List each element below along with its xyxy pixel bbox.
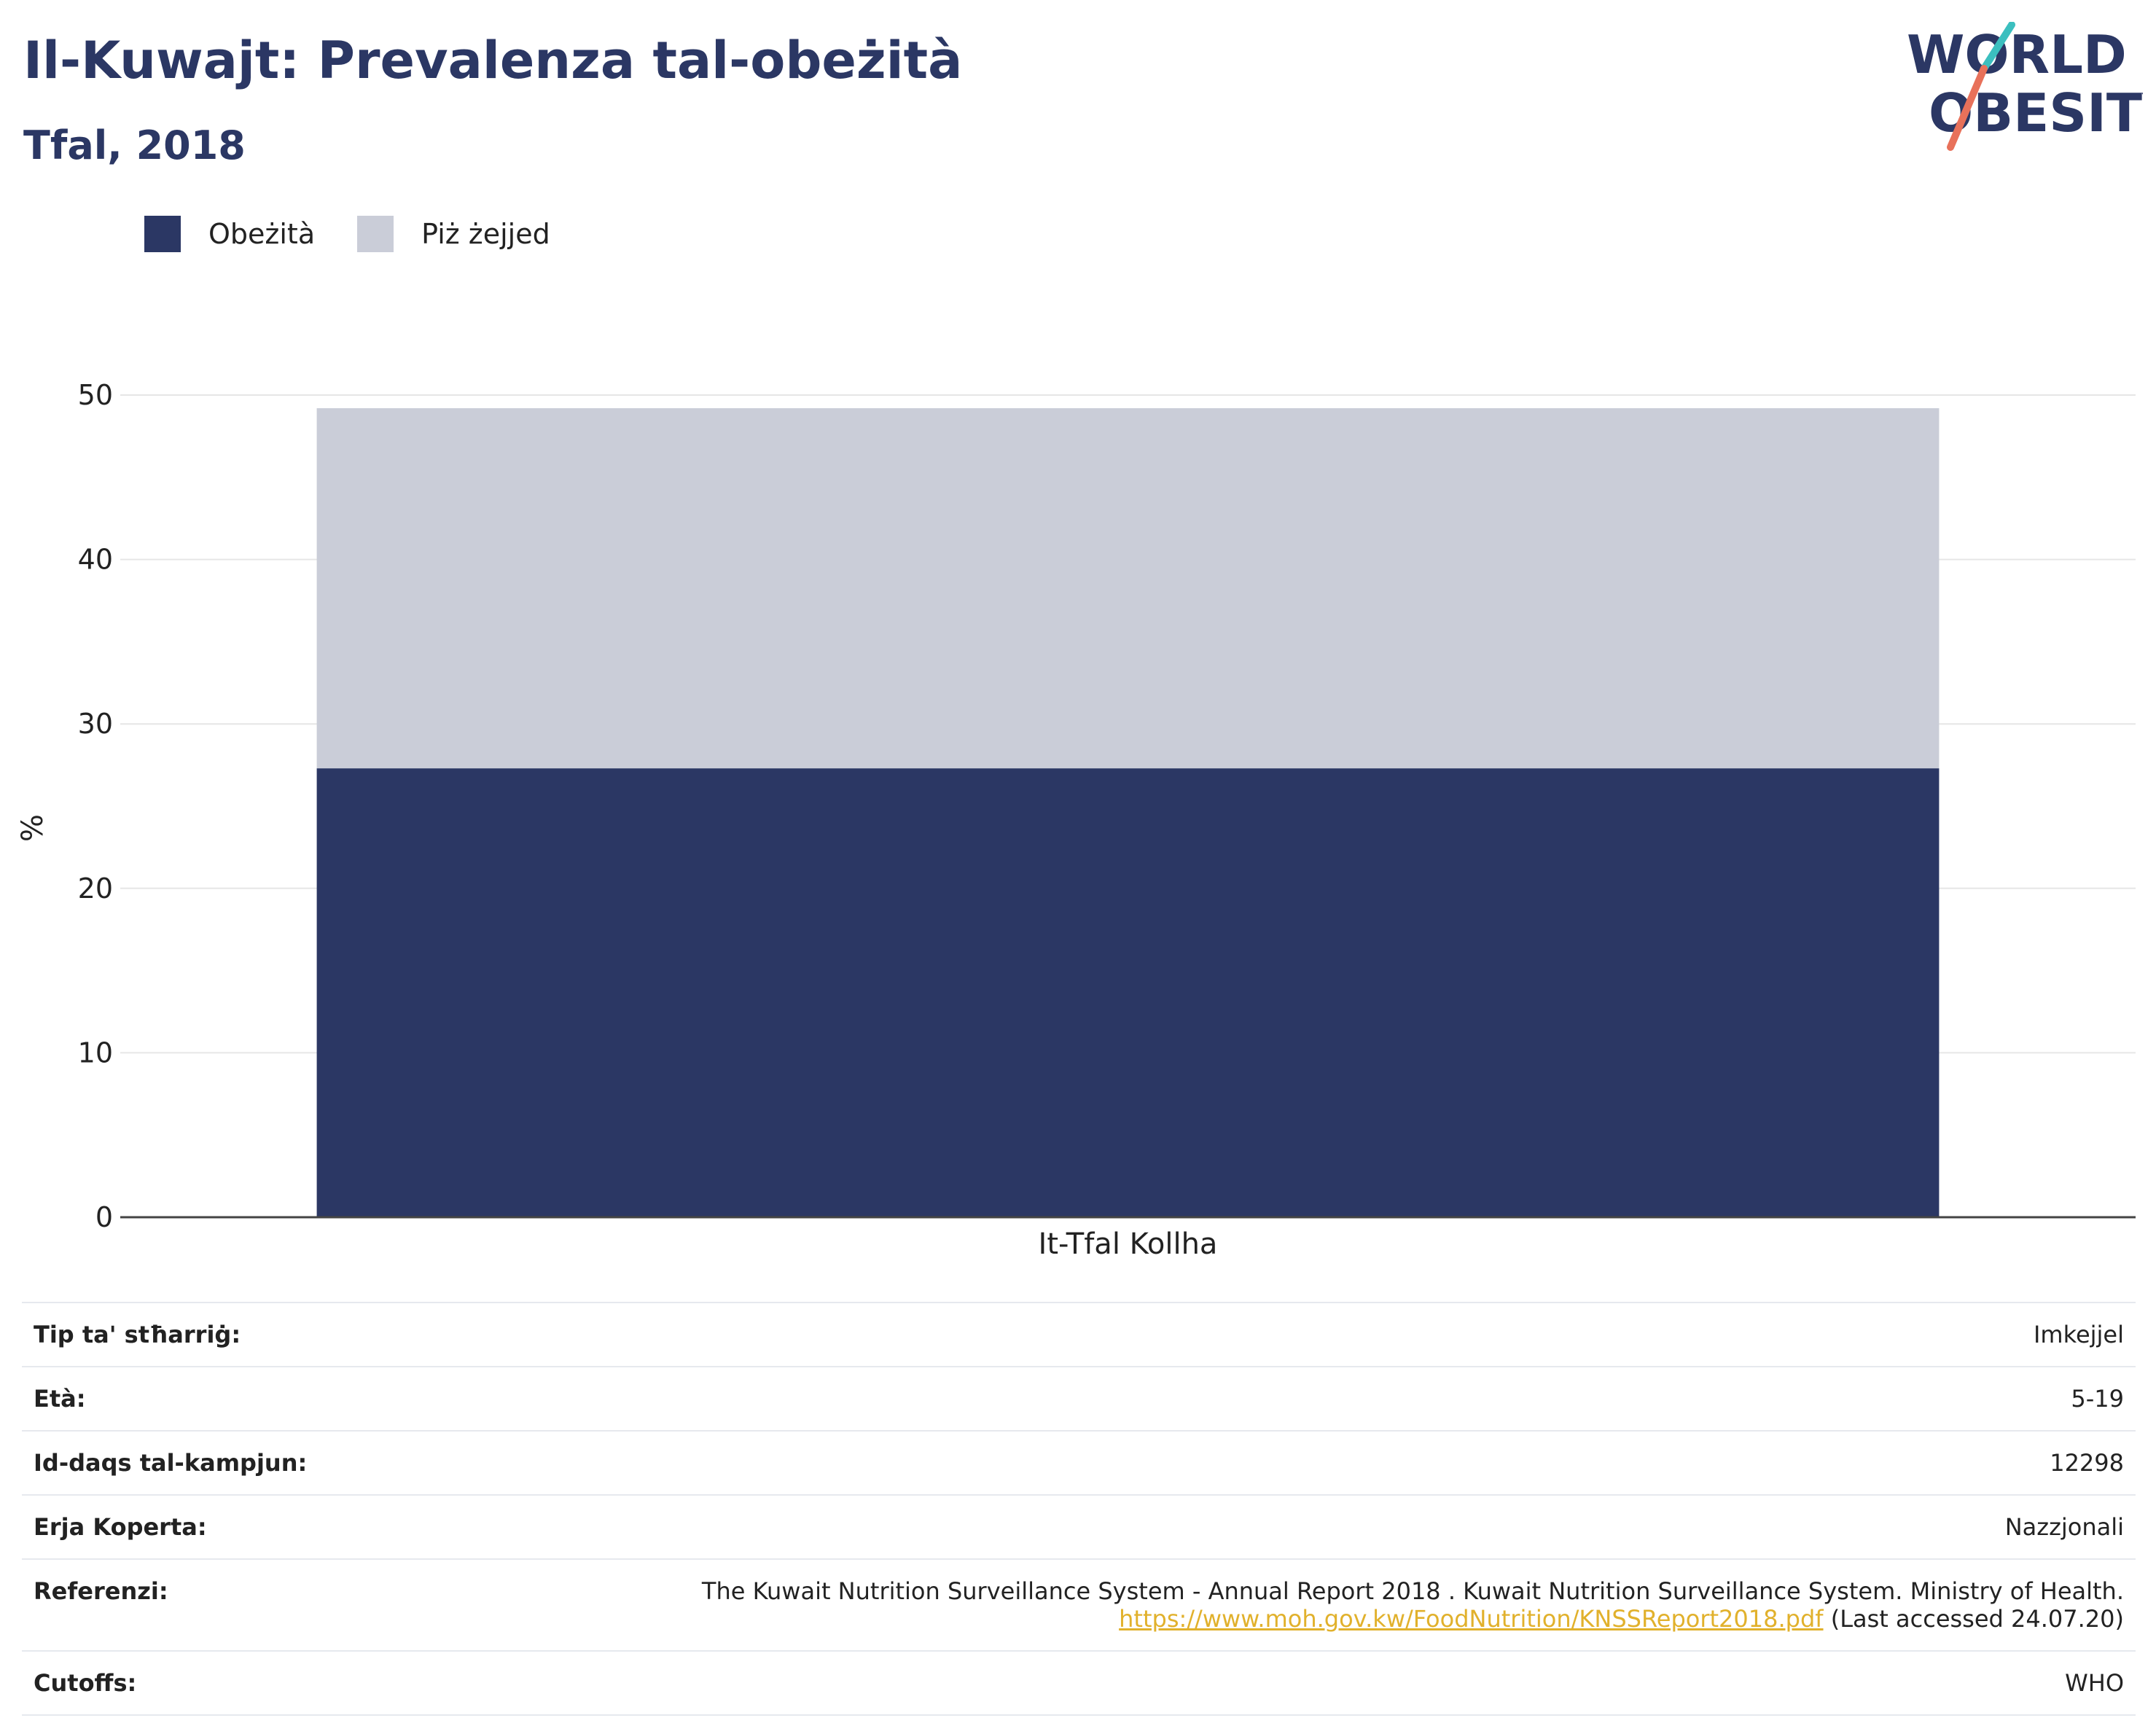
chart-legend: Obeżità Piż żejjed xyxy=(144,216,593,252)
reference-text: The Kuwait Nutrition Surveillance System… xyxy=(701,1577,2124,1605)
meta-value: Imkejjel xyxy=(2033,1321,2124,1348)
legend-label-overweight: Piż żejjed xyxy=(421,218,550,250)
meta-row-references: Referenzi: The Kuwait Nutrition Surveill… xyxy=(22,1558,2136,1650)
y-axis-title: % xyxy=(16,814,50,842)
meta-label: Id-daqs tal-kampjun: xyxy=(34,1449,308,1477)
meta-label: Erja Koperta: xyxy=(34,1513,207,1541)
legend-item-overweight: Piż żejjed xyxy=(357,216,550,252)
meta-row-cutoffs: Cutoffs: WHO xyxy=(22,1650,2136,1716)
world-obesity-logo: WORLD OBESITY xyxy=(1907,22,2143,151)
y-tick-label: 30 xyxy=(78,708,113,740)
logo-line-2: OBESITY xyxy=(1929,82,2143,144)
reference-suffix: (Last accessed 24.07.20) xyxy=(1830,1605,2124,1633)
meta-value: WHO xyxy=(2065,1669,2124,1697)
meta-value: 5-19 xyxy=(2071,1385,2124,1413)
meta-row-survey-type: Tip ta' stħarriġ: Imkejjel xyxy=(22,1302,2136,1366)
bar-overweight xyxy=(316,408,1940,769)
legend-item-obesity: Obeżità xyxy=(144,216,315,252)
x-category-label: It-Tfal Kollha xyxy=(1039,1227,1218,1261)
reference-value: The Kuwait Nutrition Surveillance System… xyxy=(702,1577,2124,1633)
bar-chart: 0 10 20 30 40 50 It-Tfal Kollha % xyxy=(16,379,2136,1261)
meta-label: Referenzi: xyxy=(34,1577,168,1605)
meta-row-sample-size: Id-daqs tal-kampjun: 12298 xyxy=(22,1430,2136,1494)
legend-label-obesity: Obeżità xyxy=(208,218,316,250)
meta-value: Nazzjonali xyxy=(2004,1513,2124,1541)
y-tick-label: 10 xyxy=(78,1036,113,1069)
y-tick-label: 40 xyxy=(78,544,113,576)
chart-subtitle: Tfal, 2018 xyxy=(23,122,246,168)
logo-line-1: WORLD xyxy=(1907,24,2127,85)
bar-obesity xyxy=(316,768,1940,1217)
y-tick-labels: 0 10 20 30 40 50 xyxy=(78,379,113,1233)
meta-label: Età: xyxy=(34,1385,86,1413)
meta-value: 12298 xyxy=(2050,1449,2124,1477)
y-tick-label: 0 xyxy=(95,1201,113,1233)
meta-label: Tip ta' stħarriġ: xyxy=(34,1321,241,1348)
x-category-labels: It-Tfal Kollha xyxy=(1039,1227,1218,1261)
legend-swatch-overweight xyxy=(357,216,394,252)
chart-title: Il-Kuwajt: Prevalenza tal-obeżità xyxy=(23,31,963,90)
metadata-table: Tip ta' stħarriġ: Imkejjel Età: 5-19 Id-… xyxy=(22,1302,2136,1716)
meta-row-age: Età: 5-19 xyxy=(22,1366,2136,1430)
bars xyxy=(316,408,1940,1217)
reference-link[interactable]: https://www.moh.gov.kw/FoodNutrition/KNS… xyxy=(1119,1605,1824,1633)
y-tick-label: 20 xyxy=(78,872,113,905)
y-tick-label: 50 xyxy=(78,379,113,411)
legend-swatch-obesity xyxy=(144,216,181,252)
meta-row-area-covered: Erja Koperta: Nazzjonali xyxy=(22,1494,2136,1558)
meta-label: Cutoffs: xyxy=(34,1669,137,1697)
